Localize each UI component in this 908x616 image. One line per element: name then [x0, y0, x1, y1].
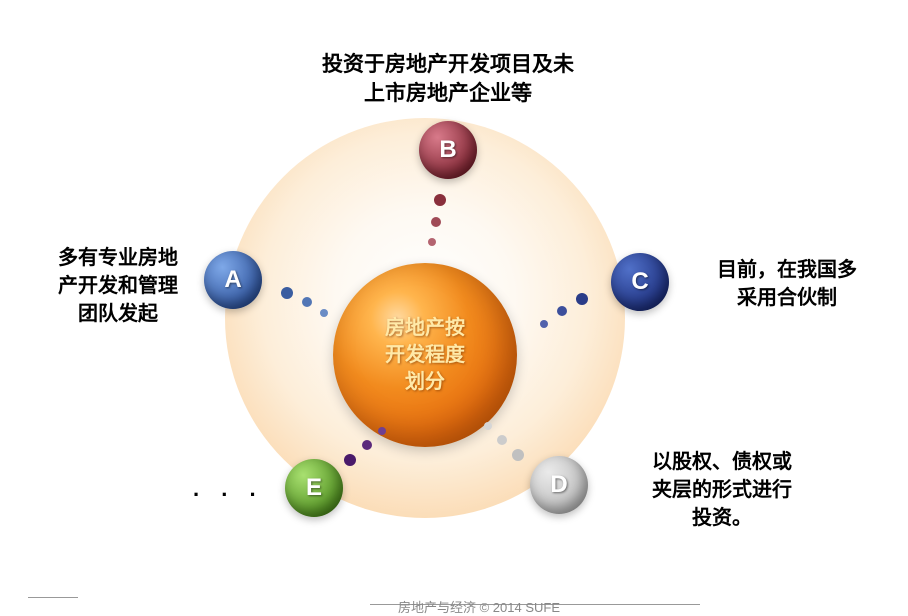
connector-dot-c: [576, 293, 588, 305]
connector-dot-b: [428, 238, 436, 246]
connector-dot-a: [302, 297, 312, 307]
node-desc-d: 以股权、债权或 夹层的形式进行 投资。: [622, 448, 822, 532]
connector-dot-d: [484, 422, 492, 430]
node-b: B: [419, 121, 477, 179]
connector-dot-e: [362, 440, 372, 450]
node-letter-c: C: [631, 268, 648, 296]
connector-dot-b: [434, 194, 446, 206]
footer-text: 房地产与经济 © 2014 SUFE: [398, 597, 560, 616]
connector-dot-c: [557, 306, 567, 316]
center-ball: 房地产按 开发程度 划分: [333, 263, 517, 447]
node-desc-c: 目前，在我国多 采用合伙制: [692, 256, 882, 312]
node-a: A: [204, 251, 262, 309]
connector-dot-a: [281, 287, 293, 299]
connector-dot-e: [344, 454, 356, 466]
ellipsis-dots: . . .: [193, 476, 264, 502]
connector-dot-b: [431, 217, 441, 227]
node-e: E: [285, 459, 343, 517]
node-letter-a: A: [224, 266, 241, 294]
center-title: 房地产按 开发程度 划分: [385, 315, 465, 396]
node-desc-a: 多有专业房地 产开发和管理 团队发起: [33, 244, 203, 328]
node-c: C: [611, 253, 669, 311]
footer-line-left: [28, 597, 78, 598]
node-desc-b: 投资于房地产开发项目及未 上市房地产企业等: [258, 50, 638, 109]
connector-dot-d: [497, 435, 507, 445]
node-letter-b: B: [439, 136, 456, 164]
connector-dot-d: [512, 449, 524, 461]
connector-dot-c: [540, 320, 548, 328]
node-d: D: [530, 456, 588, 514]
node-letter-e: E: [306, 474, 322, 502]
connector-dot-e: [378, 427, 386, 435]
connector-dot-a: [320, 309, 328, 317]
node-letter-d: D: [550, 471, 567, 499]
